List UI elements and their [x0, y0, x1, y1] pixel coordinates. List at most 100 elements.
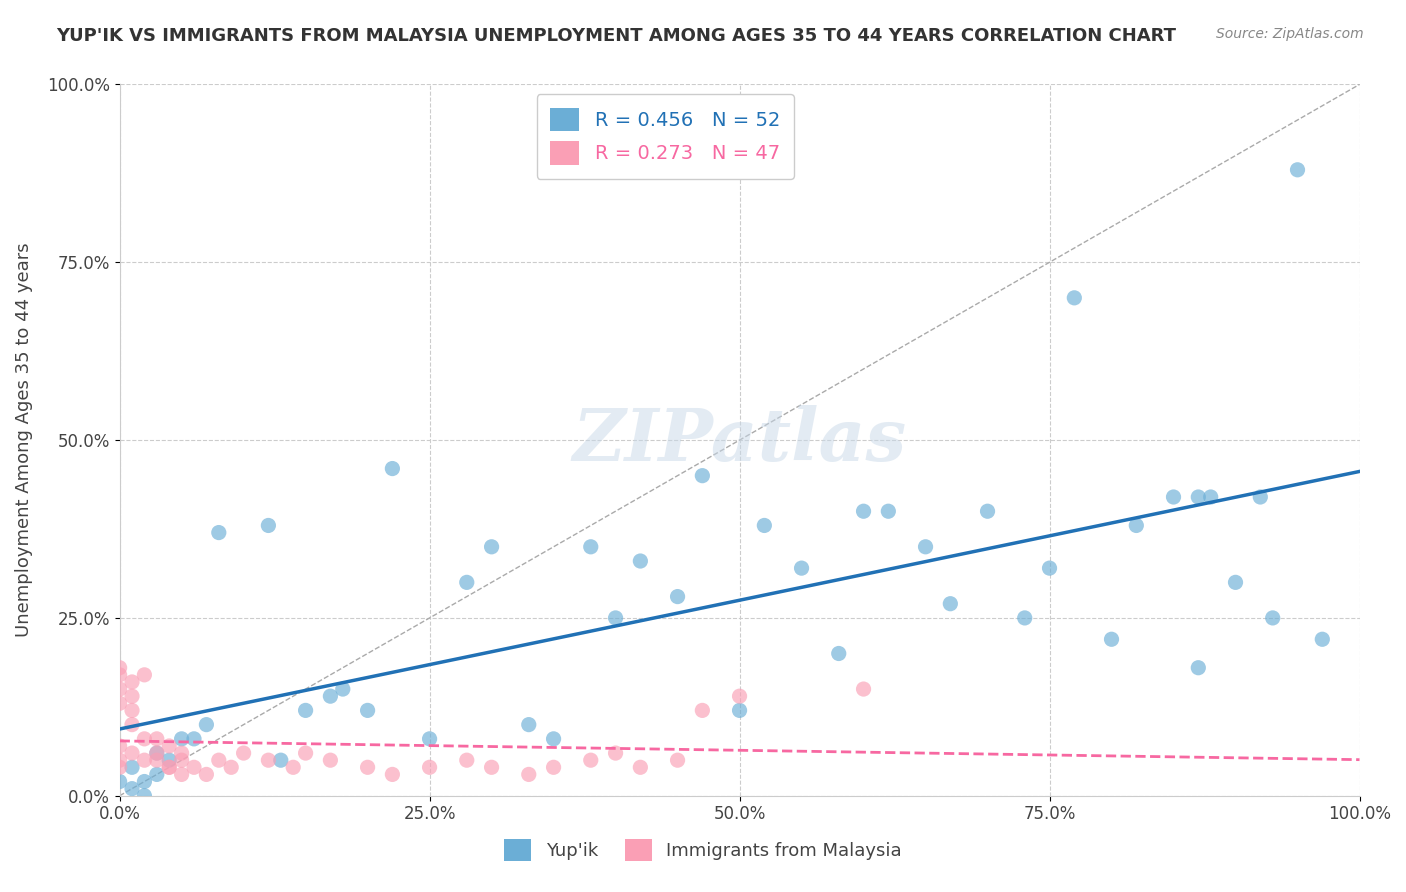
Point [1063, 291, 1085, 305]
Point [666, 753, 689, 767]
Point [579, 753, 602, 767]
Point [121, 717, 143, 731]
Point [1187, 490, 1209, 504]
Text: YUP'IK VS IMMIGRANTS FROM MALAYSIA UNEMPLOYMENT AMONG AGES 35 TO 44 YEARS CORREL: YUP'IK VS IMMIGRANTS FROM MALAYSIA UNEMP… [56, 27, 1177, 45]
Point [108, 774, 131, 789]
Point [121, 760, 143, 774]
Point [283, 760, 305, 774]
Point [121, 746, 143, 760]
Point [456, 575, 478, 590]
Point [543, 760, 565, 774]
Point [356, 760, 378, 774]
Point [852, 504, 875, 518]
Point [157, 760, 180, 774]
Point [170, 746, 193, 760]
Point [1163, 490, 1185, 504]
Point [692, 468, 714, 483]
Point [134, 753, 156, 767]
Point [257, 753, 280, 767]
Point [332, 681, 354, 696]
Point [121, 781, 143, 796]
Point [134, 774, 156, 789]
Point [1225, 575, 1247, 590]
Point [208, 525, 231, 540]
Legend: R = 0.456   N = 52, R = 0.273   N = 47: R = 0.456 N = 52, R = 0.273 N = 47 [537, 95, 794, 178]
Point [170, 767, 193, 781]
Point [692, 703, 714, 717]
Point [381, 461, 404, 475]
Point [517, 717, 540, 731]
Point [666, 590, 689, 604]
Point [146, 746, 169, 760]
Point [605, 611, 627, 625]
Point [146, 731, 169, 746]
Point [270, 753, 292, 767]
Point [232, 746, 254, 760]
Point [146, 746, 169, 760]
Point [828, 647, 851, 661]
Point [134, 789, 156, 803]
Point [146, 753, 169, 767]
Point [157, 739, 180, 753]
Point [319, 689, 342, 703]
Point [108, 753, 131, 767]
Point [419, 760, 441, 774]
Point [579, 540, 602, 554]
Point [877, 504, 900, 518]
Point [183, 731, 205, 746]
Point [976, 504, 998, 518]
Point [170, 753, 193, 767]
Point [108, 696, 131, 710]
Point [294, 746, 316, 760]
Point [195, 767, 218, 781]
Point [121, 689, 143, 703]
Point [481, 760, 503, 774]
Point [183, 760, 205, 774]
Point [108, 668, 131, 682]
Point [121, 703, 143, 717]
Point [108, 661, 131, 675]
Point [456, 753, 478, 767]
Point [1187, 661, 1209, 675]
Point [381, 767, 404, 781]
Point [134, 668, 156, 682]
Point [294, 703, 316, 717]
Point [1038, 561, 1060, 575]
Point [219, 760, 242, 774]
Point [728, 689, 751, 703]
Point [728, 703, 751, 717]
Point [157, 753, 180, 767]
Point [356, 703, 378, 717]
Point [1261, 611, 1284, 625]
Point [195, 717, 218, 731]
Point [605, 746, 627, 760]
Legend: Yup'ik, Immigrants from Malaysia: Yup'ik, Immigrants from Malaysia [491, 827, 915, 874]
Point [939, 597, 962, 611]
Point [1125, 518, 1147, 533]
Point [790, 561, 813, 575]
Point [108, 739, 131, 753]
Point [1101, 632, 1123, 647]
Point [121, 675, 143, 690]
Point [134, 731, 156, 746]
Point [108, 760, 131, 774]
Point [419, 731, 441, 746]
Point [481, 540, 503, 554]
Point [108, 681, 131, 696]
Point [146, 767, 169, 781]
Point [628, 760, 651, 774]
Point [628, 554, 651, 568]
Point [319, 753, 342, 767]
Point [170, 731, 193, 746]
Point [1014, 611, 1036, 625]
Point [517, 767, 540, 781]
Point [543, 731, 565, 746]
Point [1249, 490, 1271, 504]
Text: Source: ZipAtlas.com: Source: ZipAtlas.com [1216, 27, 1364, 41]
Point [754, 518, 776, 533]
Text: ZIPatlas: ZIPatlas [572, 405, 907, 475]
Point [157, 760, 180, 774]
Point [1310, 632, 1333, 647]
Point [257, 518, 280, 533]
Point [1286, 162, 1309, 177]
